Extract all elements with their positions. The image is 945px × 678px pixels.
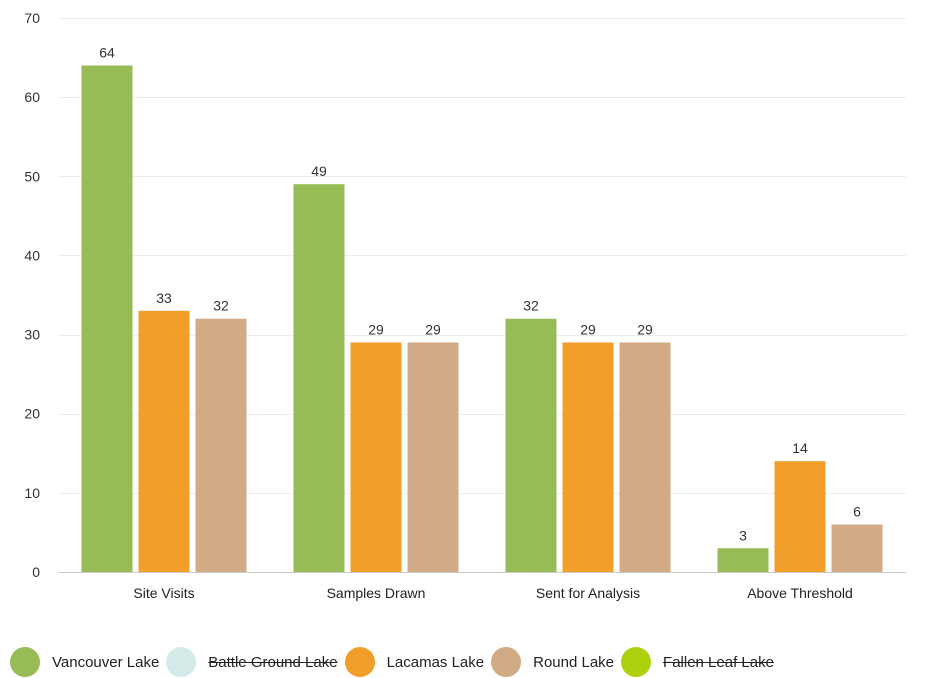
legend-item[interactable]: Battle Ground Lake	[166, 647, 338, 677]
bar-chart-plot: 0 10 20 30 40 50 60 70 64 33 32 49 29 29 32 29 29 3 14 6 S…	[24, 10, 906, 601]
data-label: 29	[425, 321, 441, 337]
y-tick-label: 60	[24, 89, 40, 105]
x-axis-tick-labels: Site Visits Samples Drawn Sent for Analysi…	[133, 585, 852, 601]
legend-label: Lacamas Lake	[386, 653, 485, 671]
data-label: 14	[792, 440, 808, 456]
data-label: 49	[311, 163, 327, 179]
bar	[717, 548, 769, 572]
x-tick-label: Samples Drawn	[327, 585, 426, 601]
data-label: 64	[99, 44, 115, 60]
data-label: 6	[853, 504, 861, 520]
y-tick-label: 50	[24, 168, 40, 184]
bar	[407, 342, 459, 572]
legend-swatch	[491, 647, 522, 677]
legend-swatch	[621, 647, 652, 677]
data-label: 32	[523, 298, 539, 314]
bar	[562, 342, 614, 572]
legend-item[interactable]: Round Lake	[491, 647, 614, 677]
legend-swatch	[166, 647, 197, 677]
y-tick-label: 0	[32, 564, 40, 580]
bar	[195, 318, 247, 572]
legend-swatch	[10, 647, 40, 677]
y-axis-tick-labels: 0 10 20 30 40 50 60 70	[24, 10, 40, 580]
legend-item[interactable]: Lacamas Lake	[344, 647, 485, 677]
data-label: 33	[156, 290, 172, 306]
legend-label: Battle Ground Lake	[208, 653, 338, 671]
data-label: 32	[213, 298, 229, 314]
bar	[619, 342, 671, 572]
bars	[81, 65, 883, 572]
bar	[81, 65, 133, 572]
data-label: 29	[580, 321, 596, 337]
data-label: 29	[368, 321, 384, 337]
y-tick-label: 40	[24, 247, 40, 263]
legend-label: Round Lake	[533, 653, 615, 671]
y-tick-label: 10	[24, 485, 40, 501]
y-tick-label: 30	[24, 327, 40, 343]
y-tick-label: 70	[24, 10, 40, 26]
data-label: 3	[739, 527, 747, 543]
legend: Vancouver Lake Battle Ground Lake Lacamas …	[10, 646, 781, 678]
legend-label: Fallen Leaf Lake	[663, 653, 774, 671]
x-tick-label: Site Visits	[133, 585, 194, 601]
bar	[350, 342, 402, 572]
legend-label: Vancouver Lake	[52, 653, 160, 671]
bar	[505, 318, 557, 572]
legend-item[interactable]: Vancouver Lake	[10, 647, 159, 677]
legend-swatch	[344, 647, 375, 677]
bar	[293, 184, 345, 572]
x-tick-label: Above Threshold	[747, 585, 853, 601]
y-tick-label: 20	[24, 406, 40, 422]
data-labels: 64 33 32 49 29 29 32 29 29 3 14 6	[99, 44, 861, 543]
x-tick-label: Sent for Analysis	[536, 585, 640, 601]
bar	[774, 461, 826, 572]
data-label: 29	[637, 321, 653, 337]
bar	[831, 524, 883, 572]
legend-item[interactable]: Fallen Leaf Lake	[621, 647, 774, 677]
bar	[138, 310, 190, 572]
